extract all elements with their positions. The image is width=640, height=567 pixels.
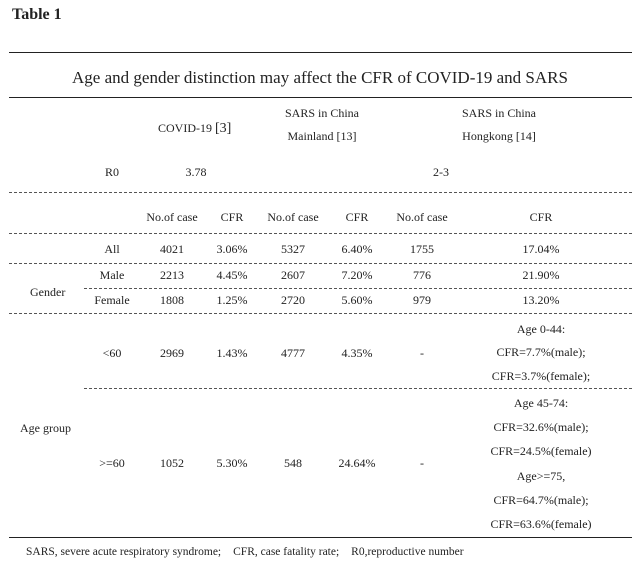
footnote-cfr: CFR, case fatality rate; (233, 546, 340, 558)
row-male-label: Male (99, 268, 125, 282)
col-hk-case: No.of case (396, 210, 448, 224)
hk-age-cfr-line: Age>=75, (516, 469, 566, 483)
covid-header-name: COVID-19 (158, 121, 215, 135)
hk-age-cfr-line: CFR=7.7%(male); (496, 345, 586, 359)
row-female-label: Female (94, 293, 130, 307)
hk-age-cfr-line: Age 0-44: (516, 322, 566, 336)
covid-header-ref: [3] (215, 121, 232, 136)
hk-age-cfr-line: CFR=32.6%(male); (493, 420, 589, 434)
row-all-covid-cfr: 3.06% (216, 242, 248, 256)
col-mainland-case: No.of case (267, 210, 319, 224)
row-all-hk-cfr: 17.04% (522, 242, 560, 256)
row-over60-hk-case: - (420, 456, 424, 470)
row-female-mainland-cfr: 5.60% (341, 293, 373, 307)
row-under60-hk-case: - (420, 346, 424, 360)
row-over60-mainland-cfr: 24.64% (338, 456, 376, 470)
row-female-mainland-case: 2720 (281, 293, 305, 307)
r0-label: R0 (104, 165, 120, 179)
row-under60-label: <60 (102, 346, 122, 360)
row-over60-mainland-case: 548 (284, 456, 302, 470)
col-covid-case: No.of case (146, 210, 198, 224)
gender-group-label: Gender (30, 285, 66, 299)
title-rule (9, 97, 632, 98)
age-group-label: Age group (20, 421, 71, 435)
row-under60-mainland-case: 4777 (281, 346, 305, 360)
sars-mainland-header-2: Mainland [13] (287, 129, 357, 143)
row-male-mainland-case: 2607 (281, 268, 305, 282)
r0-covid: 3.78 (185, 165, 207, 179)
row-female-hk-cfr: 13.20% (522, 293, 560, 307)
hk-age-cfr-line: CFR=24.5%(female) (490, 444, 592, 458)
col-mainland-cfr: CFR (345, 210, 369, 224)
row-all-covid-case: 4021 (160, 242, 184, 256)
hk-age-cfr-line: CFR=63.6%(female) (490, 517, 592, 531)
row-male-covid-case: 2213 (160, 268, 184, 282)
hk-age-cfr-line: CFR=3.7%(female); (491, 369, 591, 383)
row-all-label: All (104, 242, 120, 256)
r0-divider (9, 192, 632, 193)
table-footnote: SARS, severe acute respiratory syndrome;… (26, 546, 476, 558)
row-female-covid-case: 1808 (160, 293, 184, 307)
row-under60-covid-cfr: 1.43% (216, 346, 248, 360)
row-all-hk-case: 1755 (410, 242, 434, 256)
top-rule (9, 52, 632, 53)
age-divider (84, 388, 632, 389)
row-under60-covid-case: 2969 (160, 346, 184, 360)
row-male-mainland-cfr: 7.20% (341, 268, 373, 282)
row-female-hk-case: 979 (413, 293, 431, 307)
gender-bottom-divider (9, 313, 632, 314)
all-divider (9, 263, 632, 264)
row-all-mainland-cfr: 6.40% (341, 242, 373, 256)
row-under60-mainland-cfr: 4.35% (341, 346, 373, 360)
hk-age-cfr-line: Age 45-74: (513, 396, 569, 410)
covid-header: COVID-19 [3] (158, 121, 231, 137)
hk-age-cfr-line: CFR=64.7%(male); (493, 493, 589, 507)
sars-hk-header-1: SARS in China (461, 106, 537, 120)
table-title: Age and gender distinction may affect th… (72, 68, 568, 87)
row-over60-label: >=60 (99, 456, 125, 470)
sars-hk-header-2: Hongkong [14] (462, 129, 536, 143)
row-over60-covid-case: 1052 (160, 456, 184, 470)
row-male-hk-case: 776 (413, 268, 431, 282)
footnote-r0: R0,reproductive number (351, 546, 464, 558)
footnote-sars: SARS, severe acute respiratory syndrome; (26, 546, 222, 558)
row-all-mainland-case: 5327 (281, 242, 305, 256)
col-covid-cfr: CFR (220, 210, 244, 224)
sars-mainland-header-1: SARS in China (284, 106, 360, 120)
header-divider (9, 233, 632, 234)
r0-sars: 2-3 (433, 165, 449, 179)
row-over60-covid-cfr: 5.30% (216, 456, 248, 470)
row-male-covid-cfr: 4.45% (216, 268, 248, 282)
bottom-rule (9, 537, 632, 538)
gender-divider (84, 288, 632, 289)
col-hk-cfr: CFR (529, 210, 553, 224)
table-label: Table 1 (12, 6, 62, 23)
row-male-hk-cfr: 21.90% (522, 268, 560, 282)
row-female-covid-cfr: 1.25% (216, 293, 248, 307)
